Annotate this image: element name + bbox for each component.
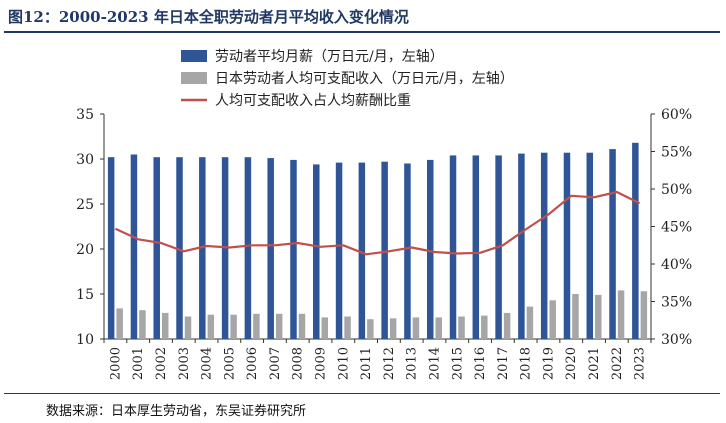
bar-avg-salary <box>176 157 183 339</box>
bar-avg-salary <box>449 155 457 339</box>
x-tick-label: 2016 <box>473 347 488 380</box>
bar-disposable-income <box>640 291 648 339</box>
legend-label: 人均可支配收入占人均薪酬比重 <box>215 93 411 109</box>
left-tick-label: 35 <box>76 107 94 123</box>
bar-disposable-income <box>367 319 374 339</box>
bar-disposable-income <box>230 314 237 339</box>
right-tick-label: 50% <box>661 182 692 198</box>
bar-disposable-income <box>435 317 442 339</box>
x-tick-label: 2014 <box>427 347 442 380</box>
bar-avg-salary <box>586 152 594 339</box>
bar-avg-salary <box>335 162 343 339</box>
x-tick-label: 2005 <box>222 347 237 380</box>
legend-swatch-avg-salary <box>181 50 207 62</box>
x-tick-label: 2019 <box>541 347 556 380</box>
ratio-line <box>114 190 641 256</box>
bar-disposable-income <box>139 310 146 339</box>
bar-disposable-income <box>321 317 329 339</box>
x-tick-label: 2008 <box>291 347 306 380</box>
bar-disposable-income <box>116 308 123 339</box>
bar-disposable-income <box>161 312 169 339</box>
left-tick-label: 10 <box>76 332 94 348</box>
left-tick-label: 25 <box>76 197 94 213</box>
bar-disposable-income <box>481 315 488 339</box>
left-tick-label: 30 <box>76 152 94 168</box>
chart-title: 图12：2000-2023 年日本全职劳动者月平均收入变化情况 <box>8 8 409 26</box>
chart: 劳动者平均月薪（万日元/月，左轴） 日本劳动者人均可支配收入（万日元/月，左轴） 人… <box>76 49 692 380</box>
x-tick-label: 2013 <box>405 347 420 380</box>
bar-avg-salary <box>609 149 616 339</box>
bar-disposable-income <box>412 317 420 339</box>
x-tick-label: 2009 <box>314 347 329 380</box>
x-tick-label: 2004 <box>200 347 215 380</box>
x-tick-label: 2012 <box>382 347 397 380</box>
bars <box>107 142 648 339</box>
legend-label: 日本劳动者人均可支配收入（万日元/月，左轴） <box>215 71 514 87</box>
legend-swatch-disposable-income <box>181 72 207 84</box>
bar-disposable-income <box>275 313 283 339</box>
right-tick-label: 30% <box>661 332 692 348</box>
bar-disposable-income <box>572 294 579 339</box>
right-tick-label: 55% <box>661 145 692 161</box>
right-tick-label: 40% <box>661 257 692 273</box>
bar-avg-salary <box>472 155 480 339</box>
x-tick-label: 2015 <box>450 347 465 380</box>
x-tick-label: 2006 <box>245 347 260 380</box>
bar-disposable-income <box>389 318 397 339</box>
bar-avg-salary <box>313 164 320 339</box>
x-tick-label: 2011 <box>359 347 374 380</box>
x-tick-label: 2010 <box>336 347 351 380</box>
footer-rule <box>4 393 720 394</box>
x-tick-label: 2001 <box>131 347 146 380</box>
right-tick-label: 35% <box>661 295 692 311</box>
legend-label: 劳动者平均月薪（万日元/月，左轴） <box>215 49 444 65</box>
bar-disposable-income <box>503 312 511 339</box>
bar-disposable-income <box>298 313 306 339</box>
right-tick-label: 45% <box>661 220 692 236</box>
bar-avg-salary <box>153 157 160 339</box>
bar-disposable-income <box>617 290 625 339</box>
left-tick-label: 20 <box>76 242 94 258</box>
right-tick-label: 60% <box>661 107 692 123</box>
axes: 10 15 20 25 30 35 30% 35% 40% 45% 50% 55% 60% 2000 200… <box>76 107 692 380</box>
bar-avg-salary <box>518 153 525 339</box>
x-tick-label: 2022 <box>610 347 625 380</box>
x-tick-label: 2002 <box>154 347 169 380</box>
bar-disposable-income <box>549 300 556 339</box>
bar-disposable-income <box>253 313 260 339</box>
x-tick-label: 2017 <box>496 347 511 380</box>
bar-avg-salary <box>244 157 252 339</box>
x-tick-label: 2020 <box>564 347 579 380</box>
x-tick-label: 2000 <box>108 347 123 380</box>
x-tick-label: 2023 <box>633 347 648 380</box>
source-note: 数据来源：日本厚生劳动省，东吴证券研究所 <box>46 404 307 419</box>
bar-disposable-income <box>458 316 465 339</box>
bar-disposable-income <box>526 306 534 339</box>
left-tick-label: 15 <box>76 287 94 303</box>
ratio-line-path <box>114 190 641 256</box>
bar-avg-salary <box>381 161 388 339</box>
bar-avg-salary <box>358 162 366 339</box>
bar-disposable-income <box>595 294 602 339</box>
x-tick-label: 2018 <box>519 347 534 380</box>
bar-avg-salary <box>267 158 274 339</box>
bar-disposable-income <box>344 316 351 339</box>
bar-disposable-income <box>184 316 192 339</box>
bar-avg-salary <box>632 142 639 339</box>
x-tick-label: 2003 <box>177 347 192 380</box>
legend: 劳动者平均月薪（万日元/月，左轴） 日本劳动者人均可支配收入（万日元/月，左轴） 人… <box>181 49 514 109</box>
bar-avg-salary <box>426 159 434 339</box>
bar-avg-salary <box>540 152 548 339</box>
title-rule <box>4 31 720 33</box>
bar-avg-salary <box>563 152 571 339</box>
x-tick-label: 2021 <box>587 347 602 380</box>
bar-avg-salary <box>290 159 297 339</box>
bar-avg-salary <box>404 163 411 339</box>
bar-avg-salary <box>130 154 138 339</box>
bar-disposable-income <box>207 314 215 339</box>
x-tick-label: 2007 <box>268 347 283 380</box>
bar-avg-salary <box>107 157 115 339</box>
